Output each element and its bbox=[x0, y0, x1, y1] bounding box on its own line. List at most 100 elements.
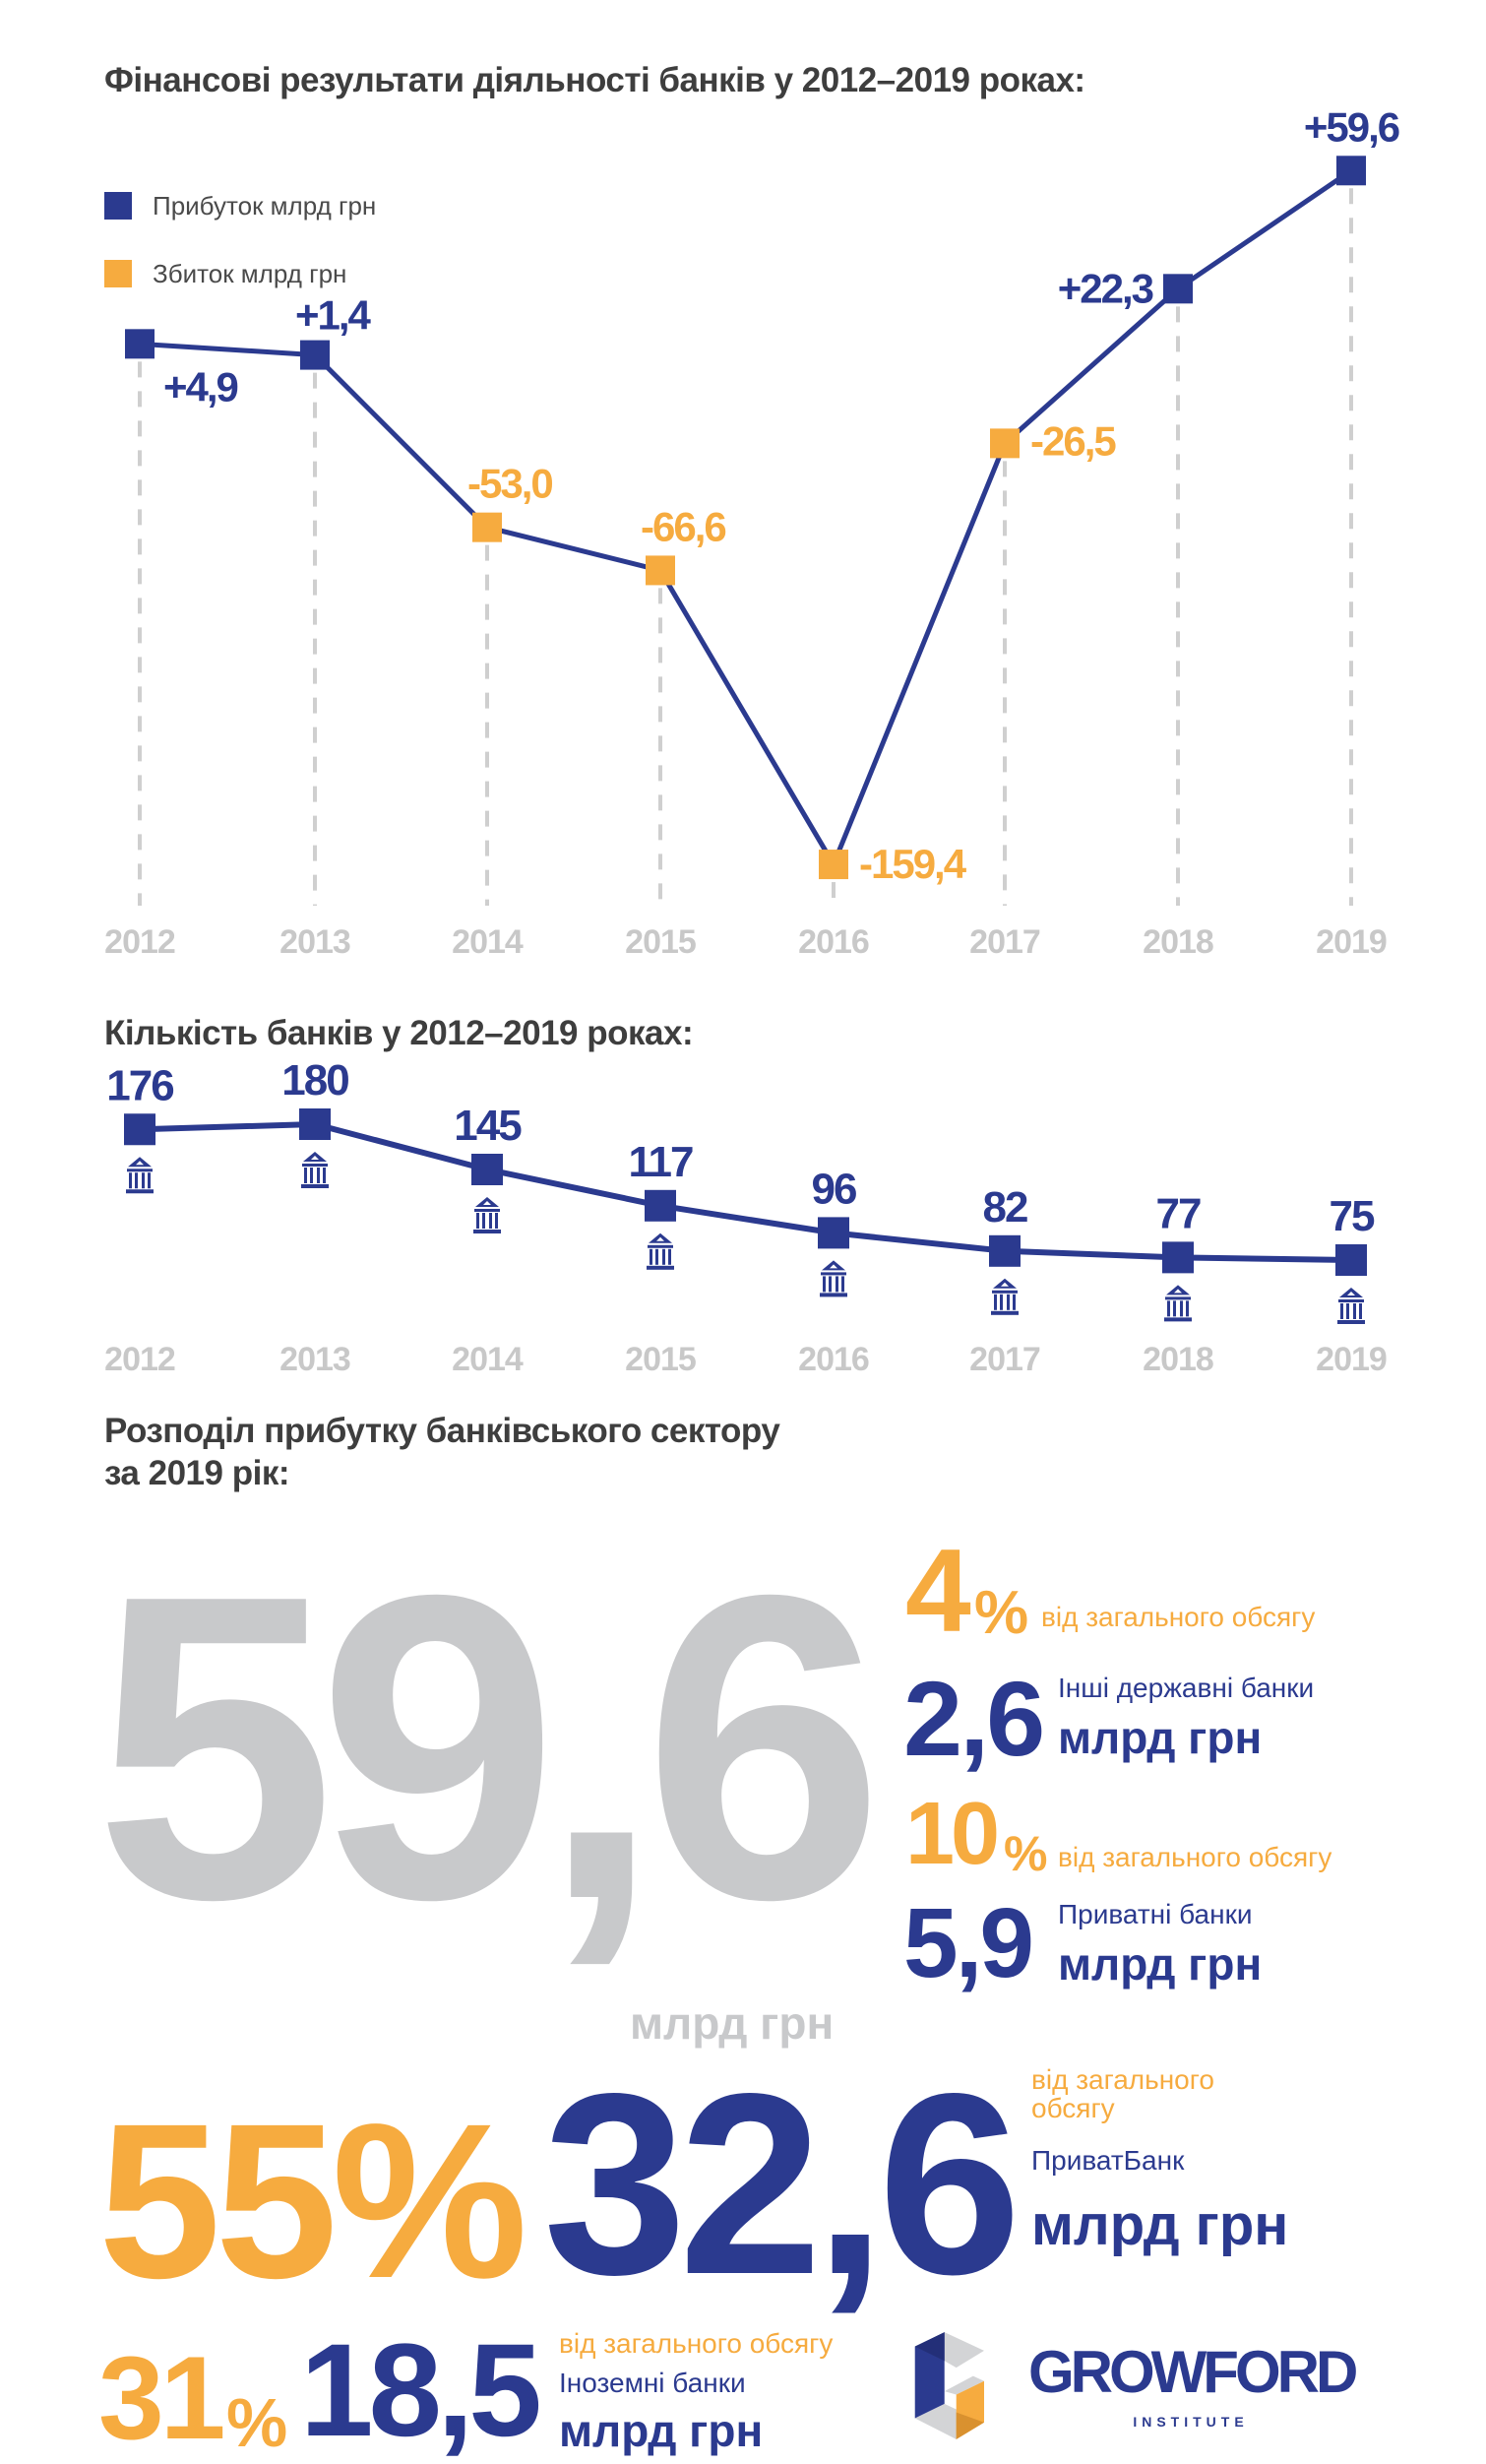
bank-icon-part bbox=[304, 1168, 307, 1183]
bank-icon-part bbox=[476, 1213, 479, 1229]
year-tick-label: 2018 bbox=[1143, 1341, 1213, 1378]
bank-icon-part bbox=[1167, 1300, 1170, 1317]
bank-icon-part bbox=[821, 1272, 846, 1276]
bank-icon-part bbox=[829, 1276, 832, 1293]
bank-icon-part bbox=[650, 1248, 652, 1265]
bank-icon-part bbox=[994, 1294, 997, 1310]
data-point bbox=[299, 1108, 331, 1140]
data-point bbox=[818, 1217, 849, 1249]
private-name: Приватні банки bbox=[1058, 1899, 1253, 1929]
bank-icon-part bbox=[148, 1172, 151, 1189]
bank-icon-part bbox=[473, 1230, 501, 1233]
data-point bbox=[819, 850, 848, 880]
other-state-name: Інші державні банки bbox=[1058, 1673, 1315, 1703]
foreign-percent: 31 bbox=[98, 2332, 225, 2464]
data-label: +22,3 bbox=[1058, 265, 1153, 311]
total-profit-value: 59,6 bbox=[94, 1506, 884, 1990]
bank-icon-part bbox=[135, 1172, 138, 1189]
bank-icon bbox=[991, 1278, 1019, 1315]
bank-icon-part bbox=[647, 1265, 674, 1270]
banks-count-chart: 176 2012 180 2013 145 2014 117 2015 96 2016 82 2017… bbox=[104, 1056, 1388, 1378]
private-percent: 10 bbox=[905, 1785, 1000, 1883]
bank-icon-part bbox=[301, 1184, 329, 1188]
legend-loss-swatch bbox=[104, 260, 132, 287]
data-label: +1,4 bbox=[295, 292, 372, 339]
bank-icon-part bbox=[1186, 1300, 1189, 1317]
data-label: 75 bbox=[1330, 1192, 1375, 1240]
bank-icon-part bbox=[1173, 1300, 1176, 1317]
bank-icon-part bbox=[142, 1172, 145, 1189]
data-label: 77 bbox=[1156, 1189, 1201, 1237]
data-label: -159,4 bbox=[859, 841, 967, 887]
bank-icon-part bbox=[1174, 1289, 1182, 1294]
year-tick-label: 2012 bbox=[104, 923, 175, 961]
bank-icon-part bbox=[1359, 1303, 1362, 1319]
year-tick-label: 2019 bbox=[1316, 923, 1387, 961]
year-tick-label: 2015 bbox=[625, 1341, 696, 1378]
bank-icon-part bbox=[830, 1264, 837, 1269]
bank-icon-part bbox=[823, 1276, 826, 1293]
bank-icon-part bbox=[483, 1201, 491, 1205]
bank-icon-part bbox=[991, 1310, 1019, 1315]
profit-chart: +4,9 2012 +1,4 2013 -53,0 2014 -66,6 2015 -159,4… bbox=[104, 103, 1401, 961]
distribution-title-line2: за 2019 рік: bbox=[104, 1454, 290, 1492]
data-label: 82 bbox=[983, 1183, 1027, 1232]
bank-icon bbox=[647, 1232, 674, 1270]
bank-icon-part bbox=[1346, 1303, 1349, 1319]
year-tick-label: 2012 bbox=[104, 1341, 175, 1378]
bank-icon-part bbox=[662, 1248, 665, 1265]
bank-icon-part bbox=[656, 1236, 664, 1241]
data-label: 117 bbox=[629, 1138, 694, 1186]
bank-icon-part bbox=[992, 1290, 1018, 1294]
foreign-value: 18,5 bbox=[300, 2317, 542, 2464]
chart1-title: Фінансові результати діяльності банків у… bbox=[104, 61, 1085, 99]
other-state-percent: 4 bbox=[905, 1525, 971, 1657]
privatbank-percent-sign: % bbox=[332, 2078, 527, 2324]
data-label: +59,6 bbox=[1304, 103, 1399, 150]
bank-icon-part bbox=[136, 1161, 144, 1166]
year-tick-label: 2013 bbox=[279, 1341, 350, 1378]
bank-icon-part bbox=[474, 1209, 500, 1212]
data-point bbox=[471, 1154, 503, 1185]
data-label: -66,6 bbox=[641, 503, 725, 549]
year-tick-label: 2019 bbox=[1316, 1341, 1387, 1378]
legend-loss-label: Збиток млрд грн bbox=[153, 259, 347, 288]
data-point bbox=[472, 512, 502, 542]
bank-icon-part bbox=[127, 1169, 153, 1172]
legend-profit-label: Прибуток млрд грн bbox=[153, 191, 377, 221]
foreign-unit: млрд грн bbox=[559, 2405, 764, 2456]
bank-icon-part bbox=[1338, 1299, 1364, 1302]
other-state-value: 2,6 bbox=[903, 1659, 1045, 1778]
data-point bbox=[1163, 274, 1193, 304]
bank-icon-part bbox=[1000, 1294, 1003, 1310]
bank-icon-part bbox=[820, 1293, 847, 1297]
bank-icon-part bbox=[1180, 1300, 1183, 1317]
bank-icon bbox=[301, 1152, 329, 1188]
bank-icon-part bbox=[129, 1172, 132, 1189]
data-point bbox=[124, 1113, 155, 1146]
privatbank-name: ПриватБанк bbox=[1031, 2145, 1185, 2176]
privatbank-percent-number: 55 bbox=[98, 2078, 338, 2324]
data-label: 145 bbox=[454, 1102, 522, 1150]
year-tick-label: 2013 bbox=[279, 923, 350, 961]
year-tick-label: 2018 bbox=[1143, 923, 1213, 961]
logo-sub: INSTITUTE bbox=[1133, 2414, 1249, 2430]
data-label: -53,0 bbox=[467, 461, 552, 507]
bank-icon bbox=[820, 1260, 847, 1297]
bank-icon-part bbox=[841, 1276, 844, 1293]
privatbank-share-note: від загального обсягу bbox=[1031, 2065, 1214, 2123]
year-tick-label: 2017 bbox=[969, 1341, 1040, 1378]
bank-icon-part bbox=[655, 1248, 658, 1265]
foreign-percent-sign: % bbox=[226, 2384, 288, 2461]
data-point bbox=[1335, 1244, 1367, 1276]
bank-icon-part bbox=[1353, 1303, 1356, 1319]
bank-icon-part bbox=[302, 1164, 328, 1167]
data-point bbox=[646, 555, 675, 586]
bank-icon-part bbox=[1007, 1294, 1010, 1310]
private-value: 5,9 bbox=[903, 1888, 1034, 1998]
bank-icon-part bbox=[323, 1168, 326, 1183]
bank-icon-part bbox=[482, 1213, 485, 1229]
bank-icon bbox=[1164, 1285, 1192, 1322]
foreign-name: Іноземні банки bbox=[559, 2368, 746, 2398]
bank-icon bbox=[126, 1157, 154, 1194]
